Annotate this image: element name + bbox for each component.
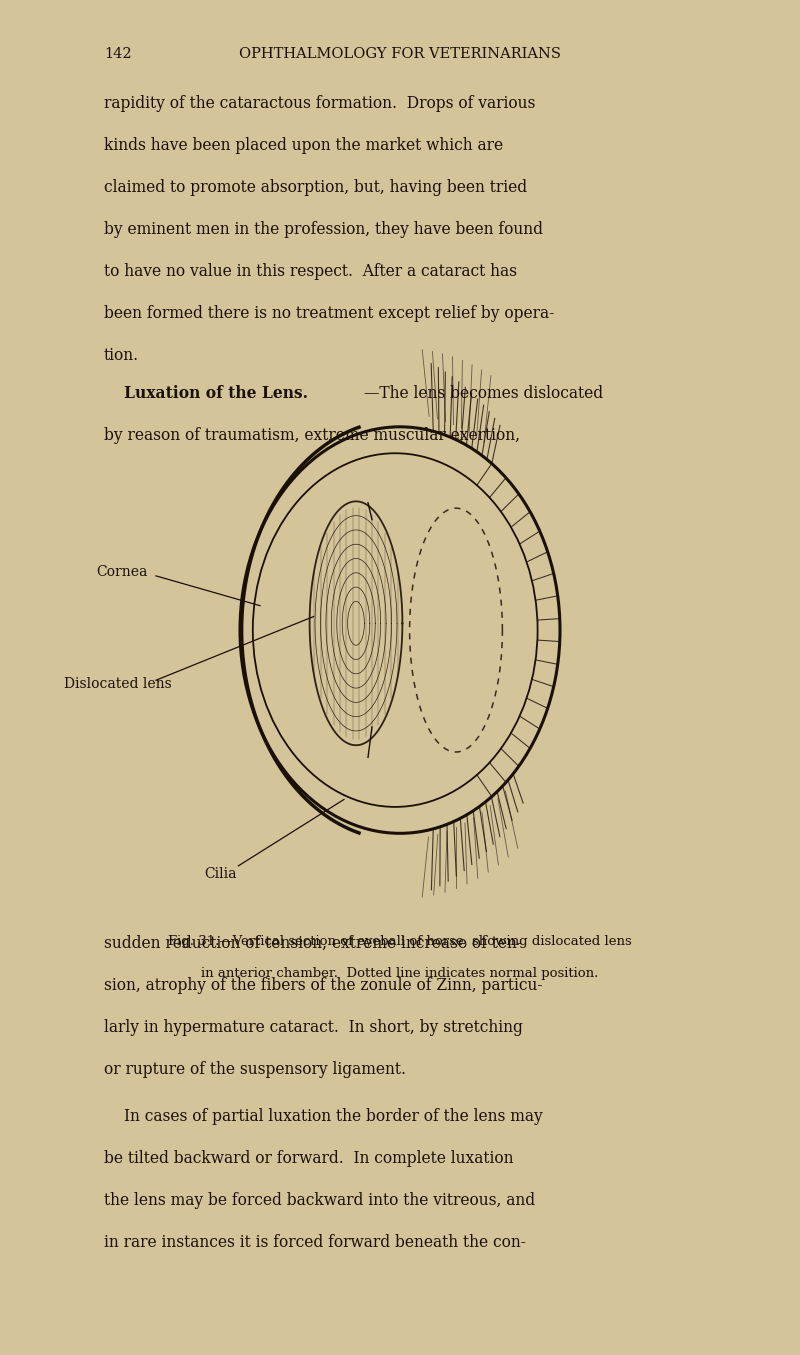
Text: be tilted backward or forward.  In complete luxation: be tilted backward or forward. In comple… bbox=[104, 1150, 514, 1168]
Text: by eminent men in the profession, they have been found: by eminent men in the profession, they h… bbox=[104, 221, 543, 238]
Text: the lens may be forced backward into the vitreous, and: the lens may be forced backward into the… bbox=[104, 1192, 535, 1210]
Text: kinds have been placed upon the market which are: kinds have been placed upon the market w… bbox=[104, 137, 503, 154]
Text: larly in hypermature cataract.  In short, by stretching: larly in hypermature cataract. In short,… bbox=[104, 1019, 523, 1037]
Text: OPHTHALMOLOGY FOR VETERINARIANS: OPHTHALMOLOGY FOR VETERINARIANS bbox=[239, 47, 561, 61]
Text: Dislocated lens: Dislocated lens bbox=[64, 678, 172, 691]
Text: tion.: tion. bbox=[104, 347, 139, 364]
Text: in anterior chamber.  Dotted line indicates normal position.: in anterior chamber. Dotted line indicat… bbox=[202, 967, 598, 981]
Text: 142: 142 bbox=[104, 47, 132, 61]
Text: claimed to promote absorption, but, having been tried: claimed to promote absorption, but, havi… bbox=[104, 179, 527, 196]
Text: Cornea: Cornea bbox=[96, 565, 147, 579]
Text: to have no value in this respect.  After a cataract has: to have no value in this respect. After … bbox=[104, 263, 517, 280]
Text: sion, atrophy of the fibers of the zonule of Zinn, particu-: sion, atrophy of the fibers of the zonul… bbox=[104, 977, 542, 995]
Text: Luxation of the Lens.: Luxation of the Lens. bbox=[124, 385, 308, 402]
Text: Cilia: Cilia bbox=[204, 867, 237, 881]
Text: Fig. 31.—Vertical section of eyeball of horse, showing dislocated lens: Fig. 31.—Vertical section of eyeball of … bbox=[168, 935, 632, 948]
Text: In cases of partial luxation the border of the lens may: In cases of partial luxation the border … bbox=[124, 1108, 542, 1126]
Text: —The lens becomes dislocated: —The lens becomes dislocated bbox=[364, 385, 603, 402]
Text: sudden reduction of tension, extreme increase of ten-: sudden reduction of tension, extreme inc… bbox=[104, 935, 522, 953]
Text: in rare instances it is forced forward beneath the con-: in rare instances it is forced forward b… bbox=[104, 1234, 526, 1252]
Text: been formed there is no treatment except relief by opera-: been formed there is no treatment except… bbox=[104, 305, 554, 322]
Text: rapidity of the cataractous formation.  Drops of various: rapidity of the cataractous formation. D… bbox=[104, 95, 535, 112]
Text: by reason of traumatism, extreme muscular exertion,: by reason of traumatism, extreme muscula… bbox=[104, 427, 520, 444]
Ellipse shape bbox=[310, 501, 402, 745]
Text: or rupture of the suspensory ligament.: or rupture of the suspensory ligament. bbox=[104, 1061, 406, 1079]
